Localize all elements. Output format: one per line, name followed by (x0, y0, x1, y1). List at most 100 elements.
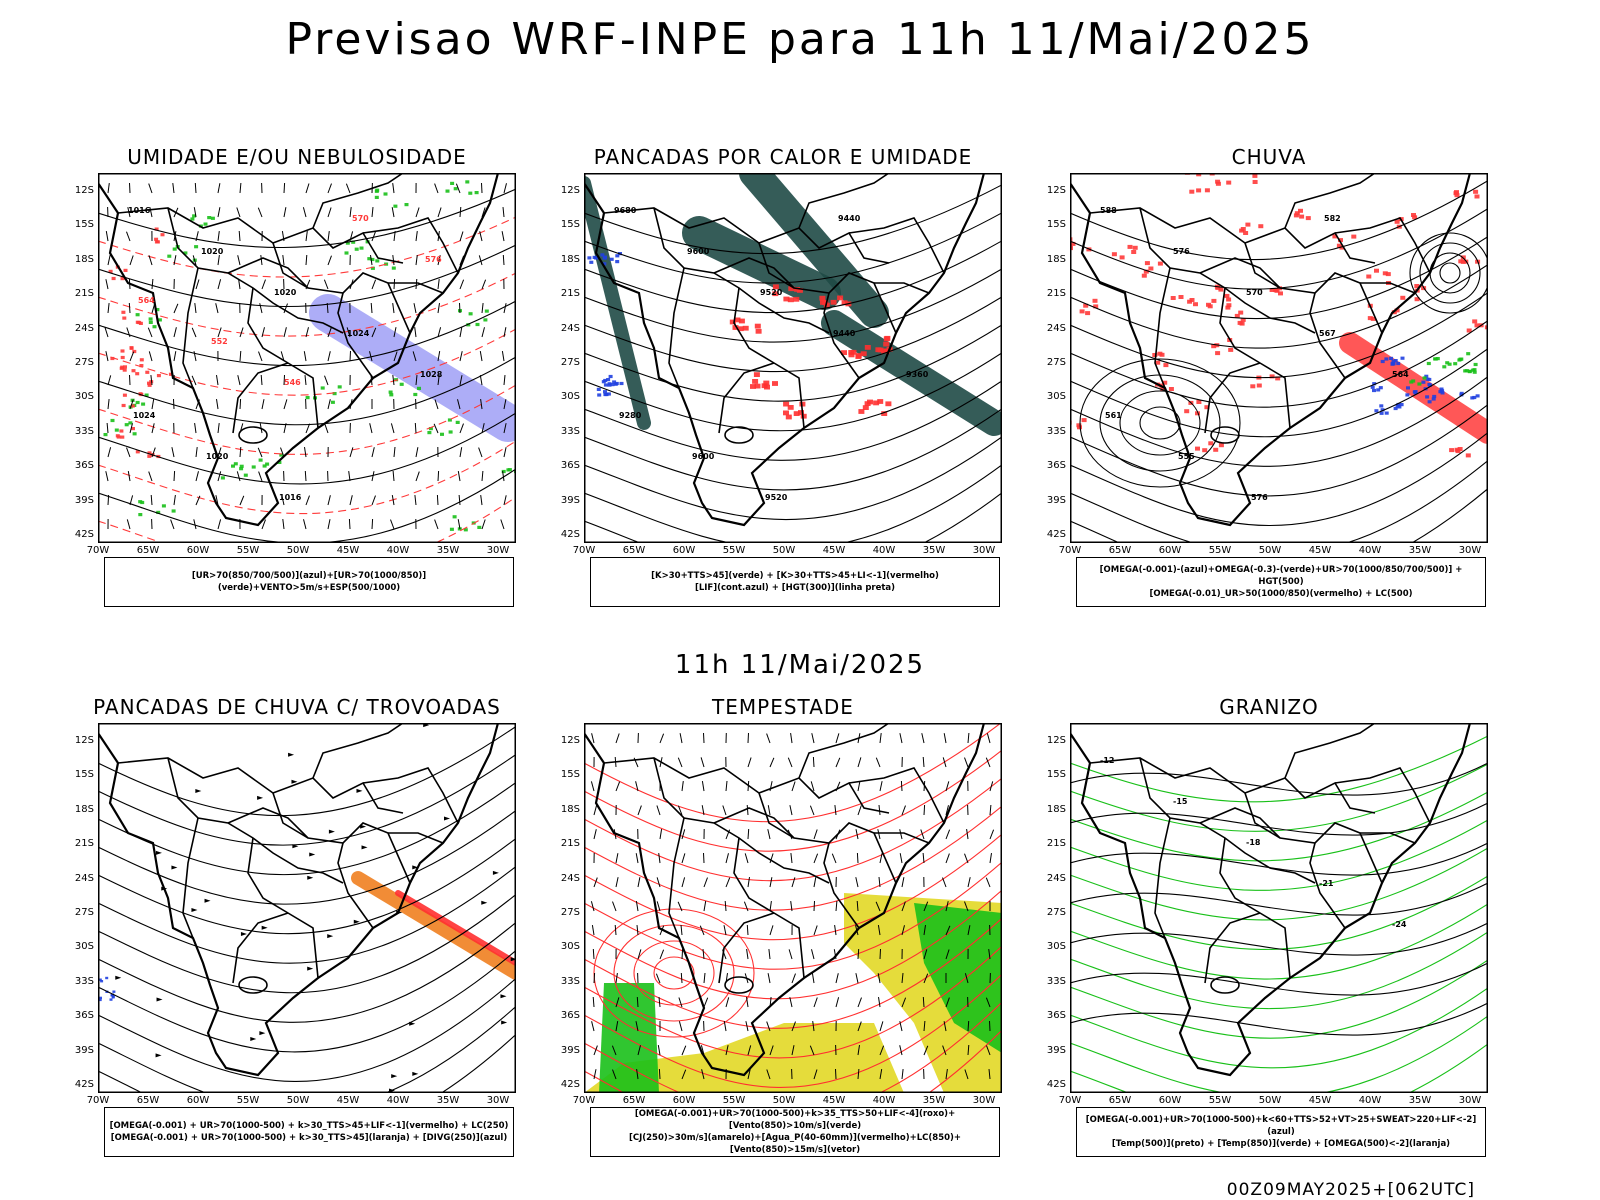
country-border (758, 792, 897, 884)
wind-arrow (637, 949, 642, 960)
rain-patch (1215, 285, 1221, 290)
longitude-tick-label: 65W (1108, 1095, 1132, 1106)
isoline (1070, 236, 1488, 320)
humidity-patch (277, 460, 282, 464)
omega-patch (1390, 361, 1395, 366)
wind-arrow (678, 997, 683, 1008)
rain-patch (1465, 453, 1471, 458)
omega-patch (1399, 403, 1404, 407)
latitude-tick-label: 12S (560, 185, 580, 196)
omega-patch (1432, 394, 1437, 399)
wind-arrow (433, 423, 439, 434)
country-border (117, 757, 404, 814)
wind-arrow (258, 471, 263, 482)
streamline-arrowhead (501, 1020, 508, 1025)
wind-arrow (767, 973, 771, 984)
wind-arrow (725, 877, 731, 888)
wind-arrow (236, 207, 241, 218)
wind-arrow (371, 471, 375, 482)
wind-arrow (945, 1069, 948, 1080)
rain-patch (1143, 269, 1149, 274)
wind-arrow (414, 327, 417, 338)
country-border (1219, 287, 1291, 429)
country-border (1219, 837, 1291, 979)
humidity-patch (507, 468, 512, 472)
wind-arrow (458, 494, 461, 506)
rain-patch (1256, 383, 1262, 388)
storm-patch (877, 399, 884, 404)
storm-patch (864, 345, 871, 350)
isoline (584, 917, 1002, 1029)
humidity-patch (417, 386, 421, 390)
wind-arrow (592, 948, 595, 960)
isoline (98, 837, 516, 935)
wind-arrow (967, 925, 971, 936)
wind-arrow (593, 829, 597, 840)
thickness-patch (130, 404, 135, 408)
wind-arrow (945, 925, 951, 936)
longitude-tick-label: 45W (336, 545, 360, 556)
rain-patch (1298, 208, 1303, 213)
panel-title: TEMPESTADE (712, 695, 854, 719)
wind-arrow (150, 494, 153, 506)
political-borders (1070, 173, 1472, 527)
humidity-patch (427, 431, 432, 435)
wind-arrow (878, 876, 881, 888)
rain-patch (1239, 228, 1245, 233)
humidity-patch (172, 247, 177, 251)
wind-arrow (437, 279, 440, 290)
latitude-tick-label: 36S (1046, 460, 1066, 472)
wind-arrow (593, 877, 598, 888)
wind-arrow (835, 997, 840, 1008)
latitude-tick-label: 27S (560, 357, 580, 368)
latitude-tick-label: 36S (1046, 1010, 1066, 1022)
longitude-tick-label: 50W (1258, 545, 1282, 556)
latitude-tick-label: 24S (74, 322, 94, 334)
legend-box: [K>30+TTS>45](verde) + [K>30+TTS>45+LI<-… (590, 557, 1000, 607)
lif-patch (610, 383, 615, 387)
streamline-arrowhead (291, 779, 298, 784)
jet-stream-area (584, 1023, 904, 1093)
wind-arrow (236, 471, 241, 482)
wind-arrow (459, 423, 464, 434)
political-borders (584, 723, 986, 1077)
humidity-patch (155, 308, 160, 312)
contour-label: 546 (284, 378, 301, 387)
wind-arrow (149, 207, 153, 218)
wind-arrow (217, 423, 220, 434)
wind-arrow (437, 351, 441, 362)
streamline-arrowhead (288, 752, 295, 757)
wind-area (914, 903, 1002, 1053)
storm-patch (755, 328, 762, 334)
wind-arrow (283, 327, 287, 338)
rain-patch (1081, 418, 1087, 423)
thickness-patch (121, 403, 126, 408)
streamline-arrowhead (156, 997, 163, 1002)
isoline (1070, 959, 1488, 1039)
isoline (98, 244, 516, 308)
map-border (584, 173, 1002, 543)
lagoon (238, 426, 268, 444)
wind-arrow (105, 351, 109, 362)
isoline (584, 464, 1002, 543)
lif-patch (613, 382, 618, 386)
latitude-tick-label: 18S (74, 253, 94, 265)
country-border (362, 217, 459, 274)
longitude-tick-label: 70W (572, 545, 596, 556)
wind-arrow (371, 518, 374, 530)
wind-arrow (129, 182, 131, 194)
wind-arrow (900, 780, 903, 792)
wind-arrow (349, 447, 354, 458)
latitude-tick-label: 36S (560, 460, 580, 472)
wind-arrow (282, 255, 285, 266)
rain-patch (1218, 443, 1224, 448)
wind-arrow (724, 900, 727, 912)
contour-label: 570 (352, 214, 369, 223)
wind-arrow (637, 1045, 641, 1056)
divergence-patch (98, 998, 102, 1002)
humidity-patch (157, 318, 162, 322)
thickness-patch (145, 370, 150, 374)
pressure-center (613, 924, 735, 1022)
wind-arrow (635, 781, 639, 792)
wind-arrow (127, 471, 131, 482)
